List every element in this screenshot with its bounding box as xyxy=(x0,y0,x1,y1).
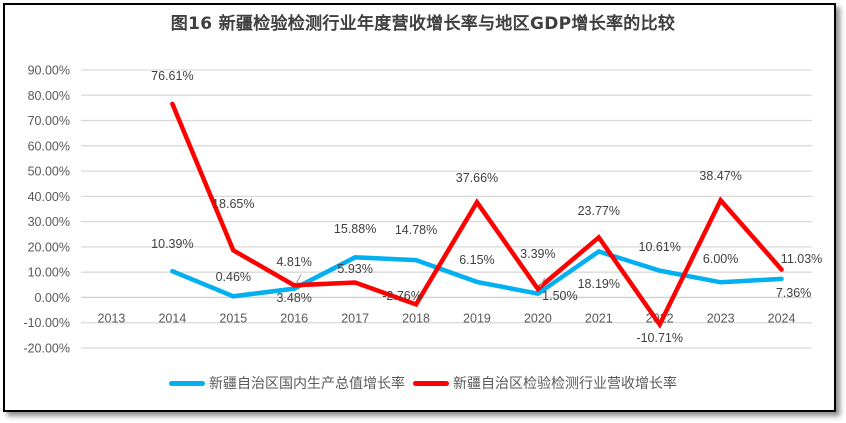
data-labels: 10.39%0.46%3.48%15.88% 14.78%6.15%1.50%18… xyxy=(151,69,822,345)
gdp-data-label: 6.15% xyxy=(459,253,494,267)
gdp-data-label: 7.36% xyxy=(776,286,811,300)
legend-swatch-revenue xyxy=(413,380,449,386)
leader-line xyxy=(295,274,302,284)
gdp-data-label: 10.39% xyxy=(151,237,193,251)
x-tick-label: 2017 xyxy=(341,311,369,325)
legend-item-revenue[interactable]: 新疆自治区检验检测行业营收增长率 xyxy=(413,373,677,393)
y-tick-label: 20.00% xyxy=(28,240,70,254)
y-tick-label: -20.00% xyxy=(23,342,70,356)
x-tick-label: 2024 xyxy=(768,311,796,325)
x-tick-label: 2014 xyxy=(158,311,186,325)
revenue-data-label: 38.47% xyxy=(699,169,741,183)
gdp-data-label: 14.78% xyxy=(395,223,437,237)
legend-label-gdp: 新疆自治区国内生产总值增长率 xyxy=(209,376,405,392)
leader-line xyxy=(539,277,546,288)
gridlines xyxy=(81,69,812,349)
legend-swatch-gdp xyxy=(169,380,205,386)
revenue-data-label: 5.93% xyxy=(337,262,372,276)
legend-item-gdp[interactable]: 新疆自治区国内生产总值增长率 xyxy=(169,373,405,393)
legend-label-revenue: 新疆自治区检验检测行业营收增长率 xyxy=(453,376,677,392)
y-tick-label: 0.00% xyxy=(35,291,70,305)
x-tick-label: 2019 xyxy=(463,311,491,325)
gdp-data-label: 15.88% xyxy=(334,222,376,236)
revenue-data-label: 37.66% xyxy=(456,171,498,185)
x-tick-label: 2020 xyxy=(524,311,552,325)
gdp-data-label: 6.00% xyxy=(703,252,738,266)
revenue-data-label: 18.65% xyxy=(212,197,254,211)
y-tick-label: 30.00% xyxy=(28,215,70,229)
gdp-data-label: 0.46% xyxy=(216,270,251,284)
revenue-data-label: 11.03% xyxy=(781,252,822,266)
y-tick-label: 40.00% xyxy=(28,190,70,204)
y-tick-label: 60.00% xyxy=(28,139,70,153)
y-tick-label: 10.00% xyxy=(28,266,70,280)
revenue-data-label: 23.77% xyxy=(578,204,620,218)
gdp-data-label: 10.61% xyxy=(639,240,681,254)
legend: 新疆自治区国内生产总值增长率 新疆自治区检验检测行业营收增长率 xyxy=(0,373,846,393)
y-axis-ticks: 90.00% 80.00% 70.00% 60.00% 50.00% 40.00% 30.0… xyxy=(23,64,70,356)
revenue-data-label: 4.81% xyxy=(276,255,311,269)
chart-title: 图16 新疆检验检测行业年度营收增长率与地区GDP增长率的比较 xyxy=(170,14,676,34)
x-tick-label: 2015 xyxy=(219,311,247,325)
revenue-data-label: -10.71% xyxy=(636,331,683,345)
x-tick-label: 2013 xyxy=(98,311,126,325)
revenue-data-label: -2.76% xyxy=(382,289,422,303)
chart-frame xyxy=(3,3,836,412)
gdp-data-label: 18.19% xyxy=(578,277,620,291)
y-tick-label: 80.00% xyxy=(28,89,70,103)
revenue-data-label: 76.61% xyxy=(151,69,193,83)
x-tick-label: 2021 xyxy=(585,311,613,325)
y-tick-label: 50.00% xyxy=(28,165,70,179)
gdp-data-label: 1.50% xyxy=(542,289,577,303)
x-tick-label: 2016 xyxy=(280,311,308,325)
series-lines xyxy=(170,101,784,329)
y-tick-label: -10.00% xyxy=(23,316,70,330)
gdp-data-label: 3.48% xyxy=(276,291,311,305)
x-tick-label: 2018 xyxy=(402,311,430,325)
revenue-data-label: 3.39% xyxy=(520,247,555,261)
x-tick-label: 2023 xyxy=(707,311,735,325)
y-tick-label: 90.00% xyxy=(28,64,70,78)
y-tick-label: 70.00% xyxy=(28,114,70,128)
